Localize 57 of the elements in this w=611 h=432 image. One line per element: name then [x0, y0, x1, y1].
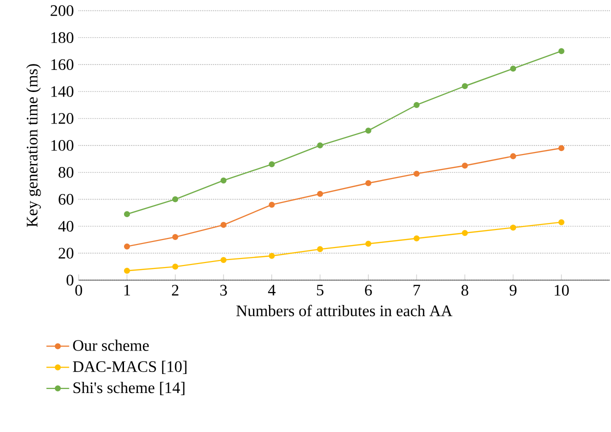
point	[365, 127, 372, 134]
x-tick-label: 1	[124, 284, 130, 296]
y-tick-label: 80	[58, 166, 74, 178]
point	[317, 142, 324, 148]
y-tick-label: 100	[51, 140, 74, 151]
point	[172, 196, 178, 202]
x-axis-title: Numbers of attributes in each AA	[236, 304, 452, 316]
legend-label: Shi's scheme [14]	[74, 382, 184, 396]
point	[124, 268, 130, 274]
x-tick-label: 10	[554, 284, 569, 296]
point	[317, 190, 324, 197]
point	[268, 202, 275, 208]
x-tick-label: 9	[510, 284, 516, 296]
point	[462, 83, 468, 90]
y-tick-label: 180	[51, 32, 74, 43]
point	[124, 211, 130, 218]
x-tick-label: 2	[172, 284, 178, 296]
point	[365, 180, 372, 186]
point	[510, 153, 516, 160]
x-tick-label: 3	[220, 284, 227, 296]
point	[317, 246, 324, 252]
point	[268, 161, 275, 168]
x-tick-label: 0	[75, 284, 82, 296]
point	[558, 219, 564, 226]
y-tick-label: 160	[51, 59, 74, 70]
legend-label: Our scheme	[73, 340, 149, 351]
point	[462, 162, 468, 169]
point	[220, 177, 227, 184]
y-tick-label: 200	[50, 5, 74, 16]
point	[510, 66, 516, 72]
point	[510, 224, 516, 230]
point	[220, 222, 227, 228]
y-tick-label: 0	[66, 274, 74, 286]
y-tick-label: 120	[51, 112, 74, 124]
point	[558, 144, 564, 151]
point	[414, 235, 420, 242]
x-tick-label: 8	[461, 284, 468, 296]
point	[558, 48, 564, 54]
point	[124, 243, 130, 250]
legend-label: DAC-MACS [10]	[72, 360, 186, 374]
x-tick-label: 6	[365, 284, 372, 296]
y-tick-label: 40	[58, 220, 74, 232]
point	[414, 102, 420, 108]
x-tick-label: 5	[316, 284, 324, 296]
x-tick-label: 4	[268, 284, 276, 296]
y-axis-title: Key generation time (ms)	[26, 64, 41, 227]
point	[414, 170, 420, 177]
point	[172, 264, 178, 270]
x-tick-label: 7	[414, 284, 420, 296]
y-tick-label: 20	[58, 248, 74, 258]
point	[268, 252, 275, 259]
point	[462, 230, 468, 236]
point	[365, 240, 372, 247]
point	[220, 256, 227, 263]
y-tick-label: 60	[58, 194, 74, 205]
y-tick-label: 140	[51, 86, 74, 97]
point	[172, 234, 178, 240]
